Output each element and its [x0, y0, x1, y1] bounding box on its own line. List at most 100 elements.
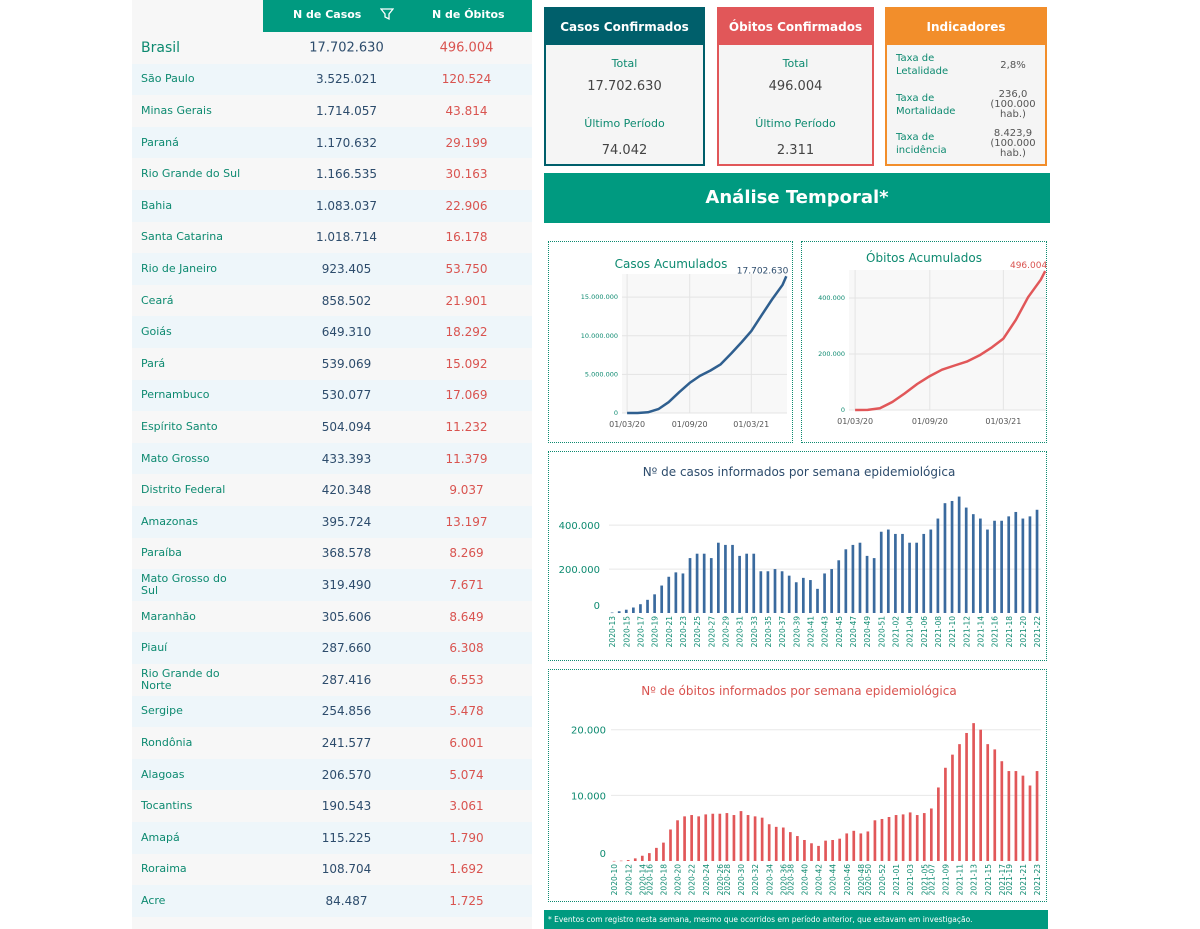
periodo-value: 2.311 [776, 143, 815, 158]
table-row[interactable]: Roraima 108.704 1.692 [132, 854, 532, 886]
header-casos[interactable]: N de Casos [293, 8, 362, 21]
x-tick-label: 2021-09 [942, 864, 951, 896]
x-tick-label: 2020-19 [651, 616, 660, 648]
table-row-brasil[interactable]: Brasil 17.702.630 496.004 [132, 32, 532, 64]
bar [717, 542, 720, 613]
bar [908, 542, 911, 613]
x-tick-label: 2020-28 [723, 864, 732, 896]
bar [794, 582, 798, 613]
x-tick-label: 2020-25 [693, 616, 702, 648]
y-tick-label: 10.000 [571, 791, 606, 802]
casos-value: 1.018.714 [315, 230, 378, 245]
bar [887, 817, 891, 861]
bar [894, 533, 897, 613]
table-row[interactable]: Tocantins 190.543 3.061 [132, 790, 532, 822]
mortalidade-label: Taxa de Mortalidade [896, 93, 956, 117]
bar [852, 830, 856, 861]
table-row[interactable]: Rio de Janeiro 923.405 53.750 [132, 253, 532, 285]
table-row[interactable]: Paraná 1.170.632 29.199 [132, 126, 532, 159]
table-row[interactable]: Santa Catarina 1.018.714 16.178 [132, 222, 532, 254]
letalidade-label: Taxa de Letalidade [896, 53, 949, 77]
bar [901, 814, 905, 861]
x-tick-label: 2020-47 [849, 616, 858, 648]
bar [816, 588, 819, 613]
bar [879, 531, 883, 613]
x-tick-label: 2021-13 [970, 864, 979, 896]
table-row[interactable]: Amapá 115.225 1.790 [132, 822, 532, 854]
table-row[interactable]: Piauí 287.660 6.308 [132, 632, 532, 664]
table-row[interactable]: Goiás 649.310 18.292 [132, 316, 532, 348]
table-row[interactable]: Rio Grande do Sul 1.166.535 30.163 [132, 158, 532, 190]
obitos-value: 16.178 [445, 230, 488, 245]
table-row[interactable]: Pará 539.069 15.092 [132, 348, 532, 380]
table-row[interactable]: Espírito Santo 504.094 11.232 [132, 411, 532, 443]
casos-confirmados-card: Casos Confirmados Total 17.702.630 Últim… [544, 7, 705, 166]
bar [873, 820, 877, 861]
bar [929, 529, 933, 613]
table-row[interactable]: Rio Grande do Norte 287.416 6.553 [132, 664, 532, 696]
x-tick-label: 2020-37 [778, 616, 787, 648]
bar [753, 816, 757, 861]
table-row[interactable]: Minas Gerais 1.714.057 43.814 [132, 95, 532, 127]
table-row[interactable]: Alagoas 206.570 5.074 [132, 758, 532, 791]
state-name: Pará [141, 356, 166, 370]
x-tick-label: 2020-15 [622, 616, 631, 648]
bar [739, 811, 743, 861]
periodo-label: Último Período [755, 117, 836, 130]
state-name: Espírito Santo [141, 419, 218, 433]
table-row[interactable]: Paraíba 368.578 8.269 [132, 538, 532, 570]
table-row[interactable]: Rondônia 241.577 6.001 [132, 727, 532, 759]
table-row[interactable]: Mato Grosso 433.393 11.379 [132, 442, 532, 475]
table-row[interactable]: Ceará 858.502 21.901 [132, 285, 532, 317]
table-row[interactable]: Distrito Federal 420.348 9.037 [132, 474, 532, 506]
state-name: Paraíba [141, 546, 182, 560]
header-obitos[interactable]: N de Óbitos [432, 8, 505, 21]
casos-value: 420.348 [321, 483, 372, 498]
x-tick-label: 2021-15 [984, 864, 993, 896]
x-tick-label: 2020-16 [645, 864, 654, 896]
obitos-value: 1.692 [449, 862, 484, 877]
x-tick-label: 2020-20 [674, 864, 683, 896]
table-row[interactable]: Mato Grosso do Sul 319.490 7.671 [132, 569, 532, 601]
incidencia-value: 8.423,9 (100.000 hab.) [990, 128, 1036, 159]
y-tick-label: 0 [594, 601, 600, 612]
bar [704, 814, 708, 861]
bar [830, 569, 833, 613]
bar [957, 496, 961, 613]
state-name: Rio Grande do Sul [141, 167, 241, 181]
total-label: Total [611, 57, 638, 70]
casos-value: 287.660 [321, 641, 372, 656]
bar [993, 749, 997, 861]
table-row[interactable]: Acre 84.487 1.725 [132, 885, 532, 917]
table-row[interactable]: Amazonas 395.724 13.197 [132, 506, 532, 538]
bar [851, 544, 855, 613]
table-row[interactable]: Maranhão 305.606 8.649 [132, 601, 532, 633]
bar [787, 575, 791, 613]
bar [944, 767, 947, 861]
bar [662, 842, 665, 861]
table-row[interactable]: Bahia 1.083.037 22.906 [132, 190, 532, 222]
obitos-value: 30.163 [445, 167, 488, 182]
bar [894, 815, 898, 861]
bar [964, 507, 968, 613]
bar [669, 829, 672, 861]
bar [1035, 771, 1039, 861]
bar [1028, 785, 1032, 861]
casos-value: 241.577 [321, 735, 372, 750]
obitos-acumulados-chart: 0 200.000 400.000 01/03/20 01/09/20 01/03/21 Ó… [801, 241, 1047, 443]
x-tick-label: 2021-16 [991, 616, 1000, 648]
filter-icon[interactable] [380, 7, 394, 21]
x-tick-label: 2021-14 [976, 616, 985, 648]
table-row[interactable]: São Paulo 3.525.021 120.524 [132, 63, 532, 96]
bar [901, 533, 904, 613]
card-title: Indicadores [887, 9, 1045, 45]
casos-value: 1.083.037 [315, 198, 378, 213]
table-row[interactable]: Sergipe 254.856 5.478 [132, 695, 532, 728]
y-tick-label: 200.000 [818, 350, 845, 358]
x-tick-label: 2020-52 [878, 864, 887, 896]
table-row[interactable]: Pernambuco 530.077 17.069 [132, 379, 532, 412]
x-tick-label: 2020-45 [835, 616, 844, 648]
x-tick-label: 2021-10 [948, 616, 957, 648]
bar [922, 533, 926, 613]
obitos-value: 29.199 [445, 135, 488, 150]
